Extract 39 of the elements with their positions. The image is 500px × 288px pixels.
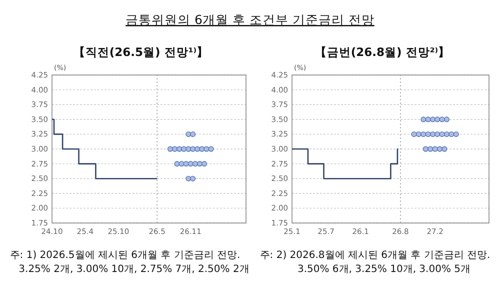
point [420, 116, 426, 122]
point [434, 131, 440, 137]
point [188, 161, 194, 167]
point [202, 161, 208, 167]
chart-title: 금통위원의 6개월 후 조건부 기준금리 전망 [126, 12, 374, 27]
text: 주: 1) 2026.5월에 제시된 6개월 후 기준금리 전망. [10, 250, 240, 261]
point [439, 131, 445, 137]
point [428, 146, 434, 152]
point [425, 131, 431, 137]
point [416, 131, 422, 137]
point [174, 161, 180, 167]
text: 주: 2) 2026.8월에 제시된 6개월 후 기준금리 전망. [260, 250, 490, 261]
point [208, 146, 214, 152]
point [183, 161, 189, 167]
point [453, 131, 459, 137]
point [190, 131, 196, 137]
point [448, 131, 454, 137]
point [190, 176, 196, 182]
point [199, 146, 205, 152]
point [425, 116, 431, 122]
chart-subtitle: 【직전(26.5월) 전망¹⁾】 [73, 45, 209, 59]
point [420, 131, 426, 137]
point [437, 146, 442, 152]
point [422, 146, 428, 152]
chart-subtitle: 【금번(26.8월) 전망²⁾】 [314, 45, 450, 59]
point [178, 161, 184, 167]
point [167, 146, 173, 152]
point [439, 116, 445, 122]
text: 3.50% 6개, 3.25% 10개, 3.00% 5개 [297, 264, 471, 275]
point [444, 131, 450, 137]
point [196, 161, 202, 167]
text: 3.25% 2개, 3.00% 10개, 2.75% 7개, 2.50% 2개 [18, 264, 250, 275]
point [434, 116, 440, 122]
point [192, 161, 198, 167]
point [194, 146, 200, 152]
point [442, 146, 448, 152]
point [432, 146, 438, 152]
point [411, 131, 417, 137]
point [444, 116, 450, 122]
